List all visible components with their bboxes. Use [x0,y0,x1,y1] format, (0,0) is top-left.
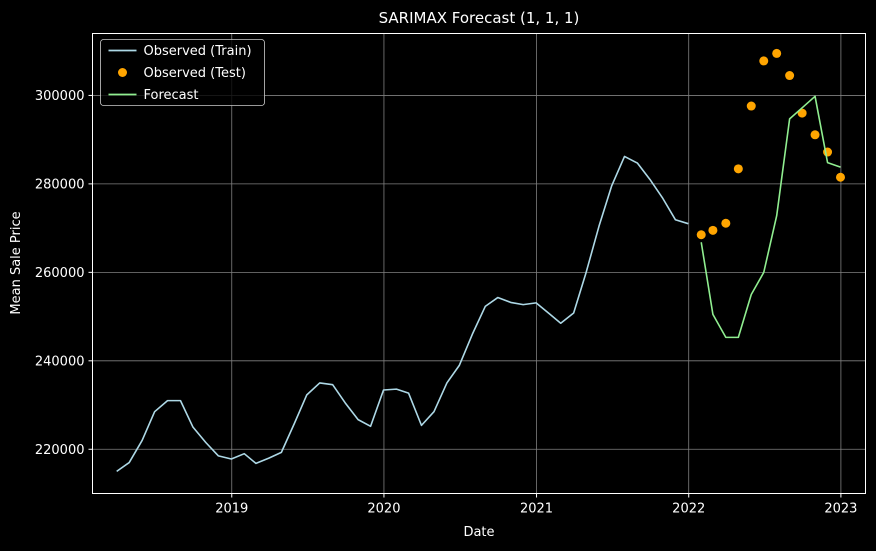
data-point-observed-test [835,172,845,182]
plot-frame [92,33,866,494]
series-line-observed-train [116,155,689,473]
legend-swatch-marker [118,68,127,77]
series-line-forecast [700,95,841,339]
legend-label: Forecast [144,88,199,103]
y-tick-label: 280000 [35,177,85,192]
legend: Observed (Train) Observed (Test) Forecast [100,39,265,106]
x-axis-label: Date [463,525,494,540]
data-point-observed-test [772,48,782,58]
data-point-observed-test [696,230,706,240]
legend-box [100,39,265,106]
data-point-observed-test [733,164,743,174]
x-tick-label: 2021 [520,502,553,517]
series-layer [116,48,845,473]
chart-title: SARIMAX Forecast (1, 1, 1) [379,9,580,27]
legend-label: Observed (Test) [144,66,246,81]
y-axis-label: Mean Sale Price [9,211,24,314]
x-tick-label: 2023 [824,502,857,517]
legend-label: Observed (Train) [144,44,252,59]
data-point-observed-test [785,71,795,81]
grid [92,33,866,494]
x-tick-label: 2020 [367,502,400,517]
x-tick-label: 2019 [215,502,248,517]
y-tick-label: 260000 [35,266,85,281]
data-point-observed-test [721,218,731,228]
data-point-observed-test [746,101,756,111]
axis-ticks: 2019 2020 2021 2022 2023 220000 240000 260000 28… [35,89,858,517]
data-point-observed-test [810,130,820,140]
data-point-observed-test [759,56,769,66]
y-tick-label: 240000 [35,354,85,369]
data-point-observed-test [797,108,807,118]
y-tick-label: 220000 [35,443,85,458]
x-tick-label: 2022 [672,502,705,517]
data-point-observed-test [708,225,718,235]
y-tick-label: 300000 [35,89,85,104]
